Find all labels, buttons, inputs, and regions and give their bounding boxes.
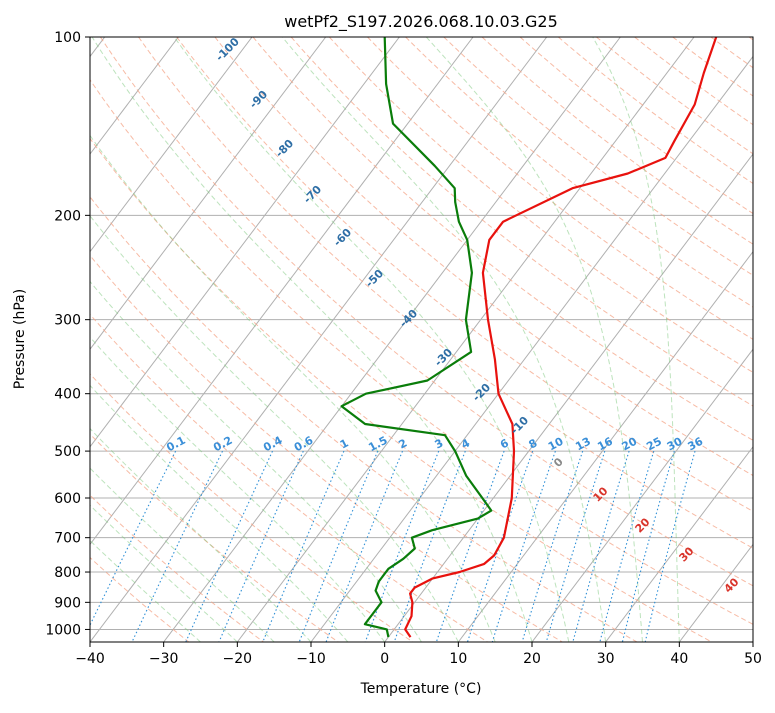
y-tick-label: 400: [54, 387, 81, 403]
y-tick-label: 100: [54, 30, 81, 46]
y-tick-label: 700: [54, 531, 81, 547]
y-axis-label: Pressure (hPa): [12, 289, 28, 389]
y-tick-label: 200: [54, 208, 81, 224]
y-tick-label: 500: [54, 444, 81, 460]
y-tick-label: 300: [54, 313, 81, 329]
y-tick-label: 900: [54, 595, 81, 611]
x-tick-label: 20: [523, 651, 541, 667]
x-tick-label: −20: [223, 651, 253, 667]
y-tick-label: 600: [54, 491, 81, 507]
x-tick-label: −10: [296, 651, 326, 667]
x-tick-label: 30: [597, 651, 615, 667]
x-tick-label: 50: [744, 651, 762, 667]
x-tick-label: 0: [380, 651, 389, 667]
x-tick-label: 40: [670, 651, 688, 667]
x-tick-label: −40: [75, 651, 105, 667]
chart-title: wetPf2_S197.2026.068.10.03.G25: [284, 12, 558, 32]
x-tick-label: −30: [149, 651, 179, 667]
x-axis-label: Temperature (°C): [360, 681, 482, 697]
y-tick-label: 800: [54, 565, 81, 581]
x-tick-label: 10: [449, 651, 467, 667]
y-tick-label: 1000: [45, 622, 81, 638]
